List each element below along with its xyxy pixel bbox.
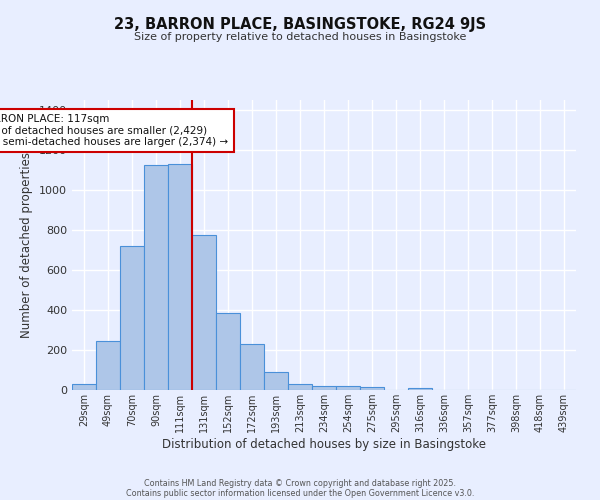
Bar xyxy=(264,372,288,390)
Bar xyxy=(96,341,120,390)
Bar xyxy=(144,165,168,390)
Bar xyxy=(168,164,192,390)
Text: 23 BARRON PLACE: 117sqm
← 51% of detached houses are smaller (2,429)
49% of semi: 23 BARRON PLACE: 117sqm ← 51% of detache… xyxy=(0,114,229,147)
Bar xyxy=(192,235,216,390)
Text: Contains public sector information licensed under the Open Government Licence v3: Contains public sector information licen… xyxy=(126,488,474,498)
Bar xyxy=(336,386,360,390)
Bar xyxy=(216,313,240,390)
Bar xyxy=(288,384,312,390)
X-axis label: Distribution of detached houses by size in Basingstoke: Distribution of detached houses by size … xyxy=(162,438,486,451)
Bar xyxy=(240,344,264,390)
Text: 23, BARRON PLACE, BASINGSTOKE, RG24 9JS: 23, BARRON PLACE, BASINGSTOKE, RG24 9JS xyxy=(114,18,486,32)
Bar xyxy=(72,384,96,390)
Text: Contains HM Land Registry data © Crown copyright and database right 2025.: Contains HM Land Registry data © Crown c… xyxy=(144,478,456,488)
Bar xyxy=(408,388,432,390)
Bar xyxy=(312,386,336,390)
Bar xyxy=(120,246,144,390)
Y-axis label: Number of detached properties: Number of detached properties xyxy=(20,152,34,338)
Text: Size of property relative to detached houses in Basingstoke: Size of property relative to detached ho… xyxy=(134,32,466,42)
Bar xyxy=(360,387,384,390)
